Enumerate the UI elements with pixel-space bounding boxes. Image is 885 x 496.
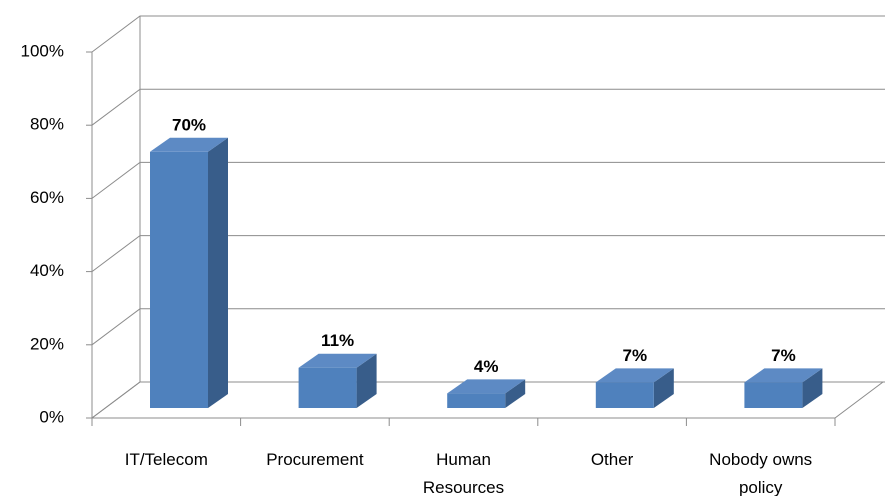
y-tick-label: 20% [30, 334, 64, 353]
bar [447, 393, 506, 408]
bar-top [150, 137, 228, 152]
x-tick-label: Human Resources [422, 450, 505, 496]
bar-top [298, 353, 377, 368]
grid-line [91, 88, 885, 126]
bar-side [802, 368, 823, 408]
bar-side [208, 137, 228, 409]
data-label: 11% [321, 331, 354, 350]
bar [595, 382, 654, 408]
x-tick-label: IT/Telecom [124, 450, 208, 469]
bar-side [505, 379, 526, 408]
bar-top [447, 379, 526, 394]
y-tick-label: 60% [30, 188, 64, 207]
bar-side [653, 368, 674, 408]
bar [744, 382, 803, 408]
grid-line [91, 308, 885, 346]
y-tick-label: 0% [39, 407, 64, 426]
x-tick-label: Procurement [266, 450, 364, 469]
grid-line [91, 161, 885, 199]
bar-side [356, 353, 377, 408]
bar [298, 367, 357, 408]
grid-line [91, 15, 885, 53]
data-label: 7% [771, 346, 796, 365]
data-label: 70% [172, 115, 206, 134]
y-tick-label: 80% [30, 115, 64, 134]
grid-line [91, 235, 885, 273]
bar-top [595, 368, 674, 383]
y-tick-label: 40% [30, 261, 64, 280]
data-label: 7% [623, 346, 648, 365]
bar-top [744, 368, 823, 383]
x-tick-label: Nobody owns policy [709, 450, 813, 496]
x-tick-label: Other [590, 450, 634, 469]
y-tick-label: 100% [21, 41, 64, 60]
bar [150, 151, 208, 409]
data-label: 4% [474, 357, 499, 376]
